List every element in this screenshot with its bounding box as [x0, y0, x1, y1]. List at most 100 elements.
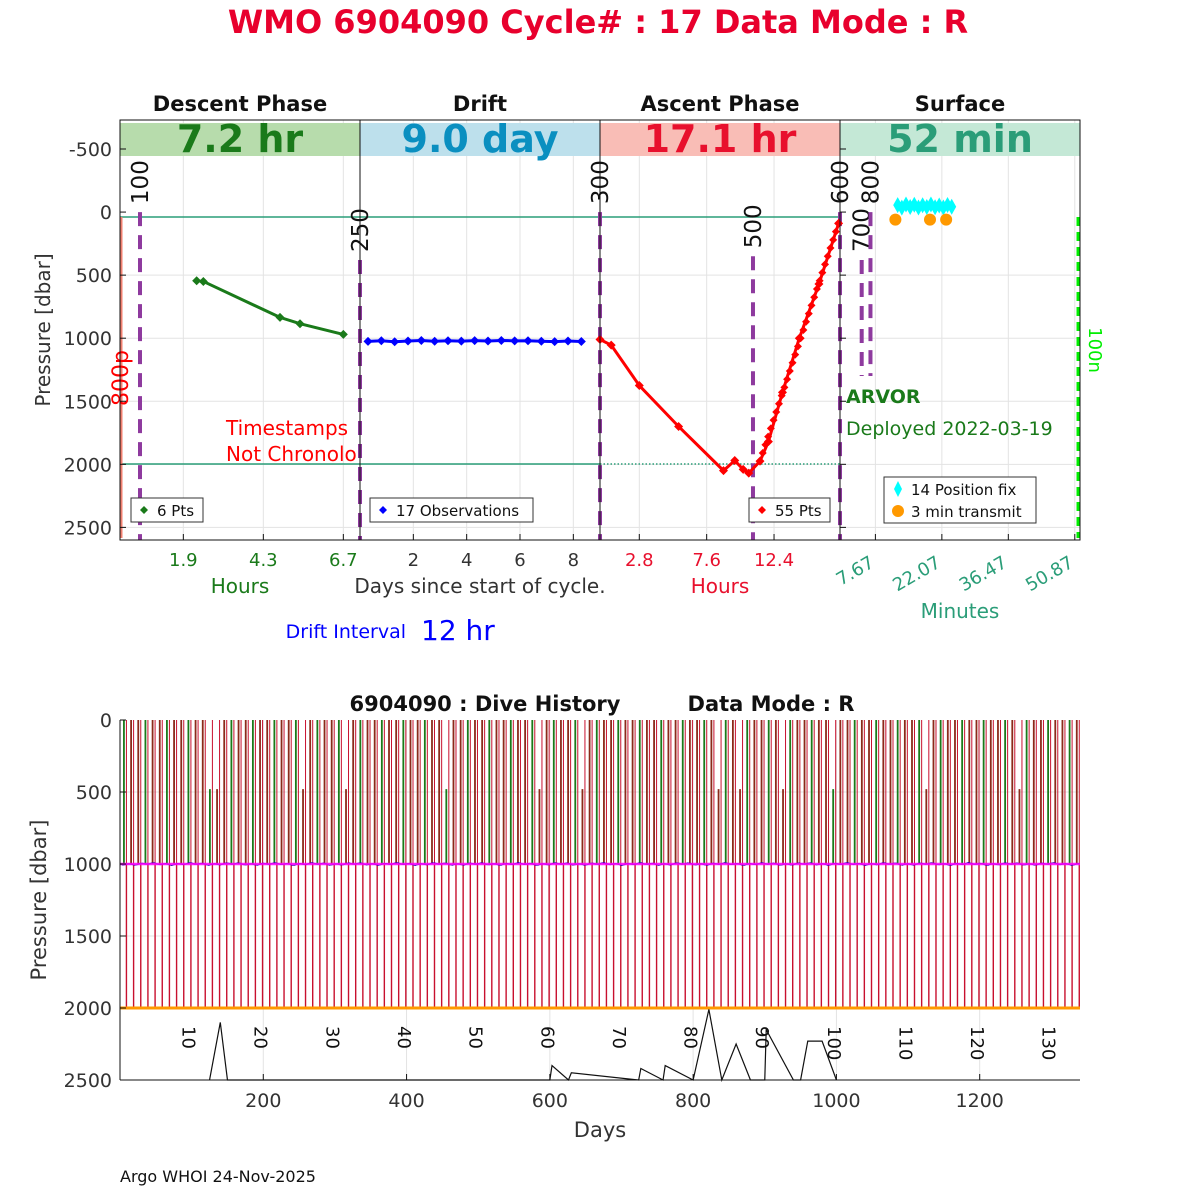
- cycle-number-label: 50: [465, 1026, 486, 1049]
- top-y-tick-label: 2500: [64, 517, 112, 539]
- bottom-x-tick-label: 600: [532, 1090, 568, 1112]
- series-layer: [192, 196, 957, 478]
- top-x-tick-label: 6.7: [329, 550, 358, 571]
- phase-marker-label: 250: [348, 208, 374, 252]
- top-y-tick-label: -500: [69, 139, 112, 161]
- top-x-tick-label: 7.67: [833, 552, 878, 590]
- series-point: [363, 336, 373, 346]
- series-point: [815, 276, 824, 285]
- surface-legend: 14 Position fix 3 min transmit: [883, 476, 1037, 524]
- descent-legend-marker-icon: [140, 506, 148, 514]
- transmit-legend-icon: [892, 505, 904, 517]
- descent-legend-text: 6 Pts: [157, 502, 194, 520]
- bottom-y-tick-label: 2000: [64, 998, 112, 1020]
- bottom-y-axis-label: Pressure [dbar]: [27, 820, 51, 981]
- series-point: [456, 336, 466, 346]
- transmit-point: [940, 213, 953, 226]
- series-point: [796, 334, 805, 343]
- bottom-x-axis-label: Days: [574, 1118, 626, 1142]
- series-point: [791, 350, 800, 359]
- series-point: [536, 336, 546, 346]
- top-x-axis-label: Hours: [691, 574, 750, 598]
- bottom-y-tick-label: 2500: [64, 1070, 112, 1092]
- footer-credit: Argo WHOI 24-Nov-2025: [120, 1167, 316, 1186]
- phase-band: [840, 123, 1080, 156]
- phase-band: [120, 123, 360, 156]
- series-point: [510, 336, 520, 346]
- cycle-number-label: 40: [393, 1026, 414, 1049]
- series-point: [793, 342, 802, 351]
- phase-marker-label: 800: [858, 160, 884, 204]
- cycle-number-label: 130: [1038, 1026, 1059, 1060]
- phase-marker-label: 600: [828, 160, 854, 204]
- figure-title: WMO 6904090 Cycle# : 17 Data Mode : R: [228, 3, 968, 41]
- series-line: [196, 279, 344, 336]
- position-fix-legend-icon: [894, 481, 902, 497]
- ascent-legend-marker-icon: [758, 506, 766, 514]
- series-point: [785, 366, 794, 375]
- bottom-y-tick-label: 1500: [64, 926, 112, 948]
- series-point: [674, 421, 684, 431]
- cycle-number-label: 110: [894, 1026, 915, 1060]
- cycle-number-label: 20: [250, 1026, 271, 1049]
- timestamp-warning-line1: Timestamps: [225, 416, 348, 440]
- top-x-tick-label: 1.9: [169, 550, 198, 571]
- bottom-y-tick-label: 0: [100, 710, 112, 732]
- top-x-axis-label: Days since start of cycle.: [354, 574, 605, 598]
- cycle-number-label: 90: [751, 1026, 772, 1049]
- series-point: [772, 407, 781, 416]
- bottom-x-tick-label: 800: [675, 1090, 711, 1112]
- top-x-tick-label: 8: [568, 550, 579, 571]
- bottom-y-tick-label: 500: [76, 782, 112, 804]
- series-point: [807, 301, 816, 310]
- series-point: [831, 227, 840, 236]
- series-point: [738, 464, 748, 474]
- series-point: [826, 244, 835, 253]
- cycle-number-label: 80: [680, 1026, 701, 1049]
- cycle-number-label: 120: [966, 1026, 987, 1060]
- bottom-x-tick-label: 1000: [812, 1090, 860, 1112]
- bottom-x-tick-label: 200: [245, 1090, 281, 1112]
- phase-band: [600, 123, 840, 156]
- phase-name: Ascent Phase: [641, 92, 800, 116]
- left-side-label: 800p: [109, 350, 134, 406]
- transmit-point: [924, 213, 936, 226]
- top-y-ticks: -500 0 500 1000 1500 2000 2500: [64, 139, 846, 539]
- phase-marker-label: 500: [741, 204, 767, 248]
- drift-legend: 17 Observations: [369, 497, 534, 523]
- series-point: [719, 466, 729, 476]
- top-x-tick-label: 50.87: [1022, 552, 1077, 596]
- position-fix-point: [947, 198, 957, 215]
- series-point: [821, 260, 830, 269]
- top-chart-frame: [119, 119, 1081, 541]
- top-x-axis-label: Minutes: [921, 599, 1000, 623]
- transmit-point: [889, 213, 902, 226]
- top-x-tick-label: 4: [461, 550, 472, 571]
- drift-legend-text: 17 Observations: [396, 502, 519, 520]
- series-point: [810, 293, 819, 302]
- series-point: [777, 391, 786, 400]
- series-point: [769, 416, 778, 425]
- series-point: [756, 457, 764, 466]
- deployed-label: Deployed 2022-03-19: [846, 418, 1053, 440]
- series-point: [563, 336, 573, 346]
- bottom-chart-title-right: Data Mode : R: [688, 692, 855, 716]
- bottom-plot-area: 10 20 30 40 50 60 70 80 90 100 110 120 130: [119, 720, 1081, 1083]
- cycle-number-label: 30: [321, 1026, 342, 1049]
- top-y-tick-label: 0: [100, 202, 112, 224]
- top-x-tick-label: 7.6: [692, 550, 721, 571]
- series-point: [761, 440, 770, 449]
- series-point: [470, 336, 480, 346]
- phase-duration: 17.1 hr: [644, 117, 797, 161]
- series-point: [483, 336, 493, 346]
- series-point: [774, 399, 783, 408]
- series-point: [804, 309, 813, 318]
- phase-duration: 9.0 day: [402, 117, 559, 161]
- top-y-tick-label: 2000: [64, 454, 112, 476]
- cycle-number-label: 70: [608, 1026, 629, 1049]
- series-point: [812, 285, 821, 294]
- series-point: [758, 448, 767, 457]
